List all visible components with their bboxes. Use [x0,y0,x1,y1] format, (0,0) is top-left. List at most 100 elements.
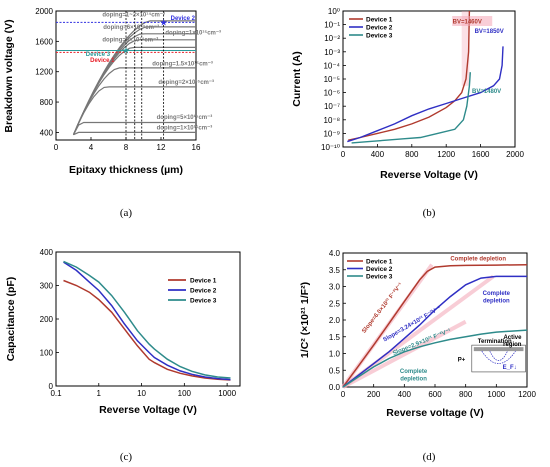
x-axis-label-b: Reverse Voltage (V) [380,169,478,181]
y-tick-label-d: 2.0 [329,316,341,325]
inset-pplus-label: P+ [458,358,466,364]
y-tick-label-b: 10⁻⁹ [323,129,340,138]
star-marker-device2: ★ [160,17,168,27]
bv-label-device2: BV=1850V [475,29,504,35]
panel-d-inverse-c-squared: 0 200 400 600 800 1000 1200 0.0 0.5 1.0 1.5 2.0 2.5 3… [299,249,536,463]
legend-label-d: Device 3 [366,274,393,281]
marker-label-device3: Device 3 [86,52,111,58]
inset-termination-label: Termination [478,339,512,345]
x-tick-label-c: 0.1 [50,389,62,398]
y-tick-label-d: 2.5 [329,299,341,308]
y-tick-label-d: 3.5 [329,266,341,275]
y-tick-label-b: 10⁻⁵ [324,75,340,84]
inset-active-label-b: region [503,342,522,348]
series-group-c [63,260,231,381]
panel-a-breakdown-vs-thickness: 0 4 8 12 16 400 800 1200 1600 2000 doping=1~2×10¹… [3,7,221,219]
curve-label-a: doping=2×10¹⁵cm⁻³ [158,79,214,86]
y-axis-label-d: 1/C² (×10²¹ 1/F²) [299,282,311,358]
y-tick-label-b: 10⁻⁶ [324,89,340,98]
annotations-b: BV=1460V BV=1850V BV=1480V [452,16,504,95]
x-axis-label-a: Epitaxy thickness (µm) [69,164,183,176]
cv-curve-device-3 [63,260,231,379]
y-axis-label-b: Current (A) [291,51,303,106]
x-tick-label-a: 4 [89,143,94,152]
tick-group-d: 0 200 400 600 800 1000 1200 0.0 0.5 1.0 1.5 2.0 2.5 3… [329,249,537,399]
x-tick-label-b: 0 [341,150,346,159]
complete-depletion-label-2b: depletion [483,299,510,305]
y-tick-label-a: 400 [40,128,54,137]
y-tick-label-c: 0 [49,382,54,391]
y-tick-label-b: 10⁻⁷ [324,102,340,111]
cv-curve-device-1 [63,279,231,381]
slope-label-1: Slope=6.0×10²¹ F⁻²V⁻¹ [361,281,405,334]
x-tick-label-c: 1000 [218,389,236,398]
y-tick-label-a: 1200 [35,68,53,77]
bv1-highlight [452,16,493,26]
y-tick-label-a: 1600 [35,37,53,46]
curve-label-a: doping=1~2×10¹⁴cm⁻³ [102,12,165,19]
star-marker-device3: ★ [122,45,130,55]
legend-label-c: Device 2 [190,288,217,295]
y-tick-label-b: 10⁻³ [324,48,340,57]
complete-depletion-label-3b: depletion [400,376,427,382]
legend-label-d: Device 2 [366,266,393,273]
series-group-b [347,10,504,144]
doping-curve [72,121,196,135]
y-tick-label-d: 1.0 [329,350,341,359]
x-tick-label-c: 1 [97,389,102,398]
x-tick-label-a: 16 [192,143,201,152]
x-tick-label-d: 400 [398,390,412,399]
inset-depletion-inner [489,350,508,361]
y-tick-label-b: 10⁻¹ [324,21,340,30]
curve-label-a: doping=8×10¹⁴cm⁻³ [102,37,158,44]
legend-label-d: Device 1 [366,259,393,266]
y-tick-label-a: 2000 [35,7,53,16]
legend-label-b: Device 2 [366,25,393,32]
x-axis-label-c: Reverse Voltage (V) [99,404,197,416]
legend-label-b: Device 3 [366,33,393,40]
y-tick-label-b: 10⁻⁴ [323,61,340,70]
tick-group-a: 0 4 8 12 16 400 800 1200 1600 2000 [35,7,201,152]
tick-group-b: 0 400 800 1200 1600 2000 10⁰ 10⁻¹ 10⁻² 10⁻³ 10⁻⁴ 10… [321,7,524,159]
x-tick-label-b: 400 [371,150,385,159]
legend-label-c: Device 3 [190,298,217,305]
inset-field-label: E_F↓ [503,365,517,371]
iv-curve-device-2 [347,46,504,143]
x-tick-label-a: 8 [124,143,129,152]
curve-labels-a: doping=1~2×10¹⁴cm⁻³ doping=6×10¹⁴cm⁻³ dopi… [86,12,221,132]
legend-label-c: Device 1 [190,278,217,285]
x-tick-label-b: 1200 [437,150,455,159]
x-tick-label-d: 1000 [487,390,505,399]
invc2-curve-device-1 [342,263,528,388]
y-tick-label-d: 0.5 [329,366,341,375]
y-tick-label-c: 300 [40,282,54,291]
x-tick-label-b: 2000 [506,150,524,159]
y-tick-label-c: 400 [40,248,54,257]
x-tick-label-d: 600 [428,390,442,399]
bv-label-device3: BV=1480V [472,89,501,95]
y-axis-label-c: Capacitance (pF) [5,277,17,362]
complete-depletion-label-3a: Complete [400,369,428,375]
y-tick-label-d: 3.0 [329,283,341,292]
x-axis-label-d: Reverse voltage (V) [386,407,483,419]
iv-curve-device-1 [348,10,471,141]
x-tick-label-a: 12 [157,143,166,152]
y-axis-label-a: Breakdown voltage (V) [3,19,15,132]
series-group-d [342,263,528,388]
y-tick-label-a: 800 [40,98,54,107]
y-tick-label-b: 10⁻¹⁰ [321,143,340,152]
y-tick-label-c: 100 [40,349,54,358]
inset-depletion-boundary [481,350,516,364]
legend-label-b: Device 1 [366,17,393,24]
y-tick-label-b: 10⁻⁸ [324,116,341,125]
x-tick-label-c: 100 [178,389,192,398]
y-tick-label-c: 200 [40,315,54,324]
x-tick-label-c: 10 [137,389,146,398]
x-tick-label-a: 0 [54,143,59,152]
x-tick-label-b: 1600 [472,150,490,159]
slope-fit-band [342,319,467,389]
y-tick-label-b: 10⁻² [324,34,340,43]
y-tick-label-d: 1.5 [329,333,341,342]
panel-label-a: (a) [120,207,133,219]
